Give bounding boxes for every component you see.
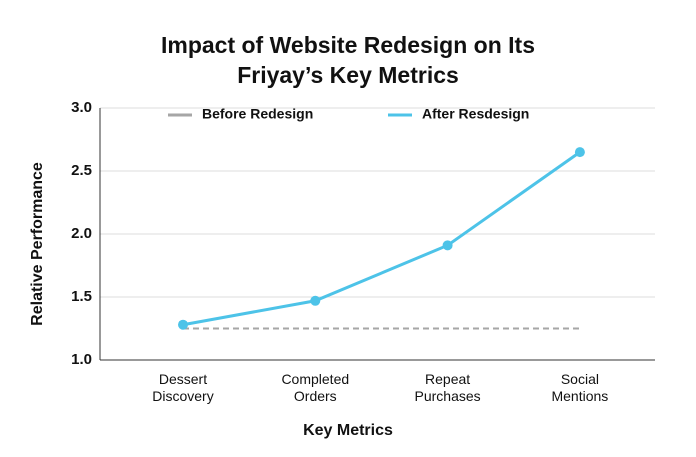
legend-label: Before Redesign xyxy=(202,106,313,122)
x-tick-label: Completed Orders xyxy=(281,371,349,404)
y-tick-label: 3.0 xyxy=(71,99,92,116)
data-point xyxy=(178,319,188,330)
x-tick-label: Dessert Discovery xyxy=(152,371,213,404)
x-tick-label: Social Mentions xyxy=(551,371,608,404)
y-axis-title: Relative Performance xyxy=(29,162,46,326)
data-point xyxy=(310,295,321,306)
legend-label: After Resdesign xyxy=(422,106,529,122)
series-line xyxy=(182,150,581,327)
x-axis-title: Key Metrics xyxy=(303,422,393,439)
y-tick-label: 2.0 xyxy=(71,225,92,242)
y-tick-label: 2.5 xyxy=(71,162,92,179)
x-tick-label: Repeat Purchases xyxy=(415,371,481,404)
chart-title: Impact of Website Redesign on Its Friyay… xyxy=(160,32,536,88)
data-point xyxy=(574,147,585,158)
y-tick-label: 1.0 xyxy=(71,351,92,368)
y-tick-label: 1.5 xyxy=(71,288,92,305)
data-point xyxy=(442,240,453,251)
